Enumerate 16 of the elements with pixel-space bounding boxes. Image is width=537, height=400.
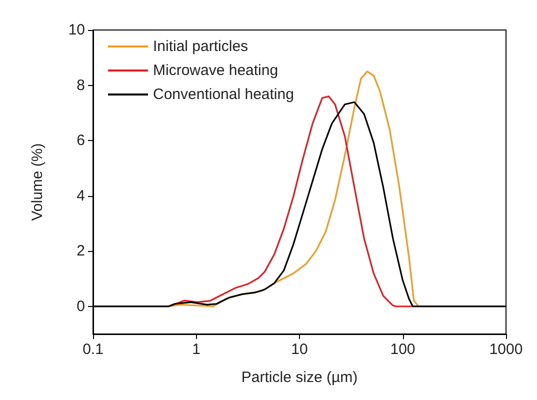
- x-axis-title: Particle size (µm): [241, 369, 358, 386]
- y-tick-label: 6: [76, 132, 85, 150]
- legend-label: Microwave heating: [153, 62, 278, 79]
- x-tick-label: 0.1: [82, 341, 104, 358]
- x-tick-label: 1: [192, 341, 200, 358]
- legend-label: Initial particles: [153, 38, 248, 55]
- y-tick-label: 10: [68, 22, 85, 38]
- y-tick-label: 2: [76, 242, 85, 260]
- legend-label: Conventional heating: [153, 86, 294, 103]
- y-tick-label: 4: [76, 187, 85, 204]
- y-tick-label: 8: [76, 76, 85, 94]
- x-tick-label: 10: [291, 341, 308, 358]
- x-tick-label: 1000: [489, 341, 523, 358]
- x-tick-label: 100: [390, 341, 416, 358]
- y-axis-title: Volume (%): [29, 143, 46, 221]
- y-tick-label: 0: [76, 298, 85, 315]
